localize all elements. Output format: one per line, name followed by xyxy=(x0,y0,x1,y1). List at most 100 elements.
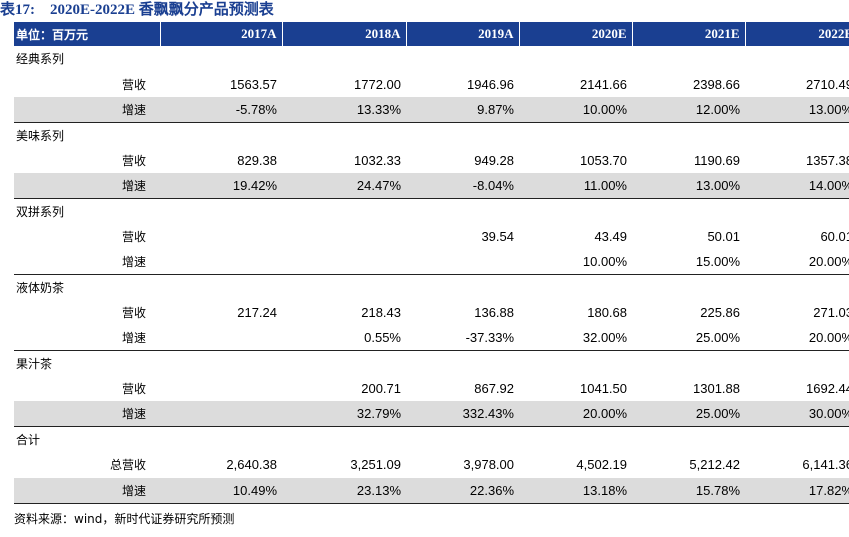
forecast-table: 单位：百万元 2017A 2018A 2019A 2020E 2021E 2022E 经典系列… xyxy=(14,22,849,504)
value-cell: 32.79% xyxy=(282,401,406,428)
value-cell xyxy=(160,249,282,276)
row-label: 营收 xyxy=(121,229,146,244)
value-cell: -8.04% xyxy=(406,172,519,199)
value-cell: 19.42% xyxy=(160,172,282,199)
section-name: 经典系列 xyxy=(16,52,65,67)
value-cell: 829.38 xyxy=(237,152,277,168)
value-cell: 11.00% xyxy=(519,172,632,199)
section-row: 合计 xyxy=(14,427,849,452)
value-cell: 1032.33 xyxy=(354,152,401,168)
value-cell: 0.55% xyxy=(282,325,406,352)
value-cell: 271.03 xyxy=(813,305,849,321)
value-cell: 2,640.38 xyxy=(226,457,277,473)
row-label: 增速 xyxy=(14,96,160,123)
value-cell: 2141.66 xyxy=(580,76,627,92)
value-cell xyxy=(160,224,282,249)
value-cell: 22.36% xyxy=(406,477,519,504)
value-cell: 30.00% xyxy=(745,401,849,428)
value-cell: 25.00% xyxy=(632,325,745,352)
row-label: 增速 xyxy=(14,325,160,352)
row-label: 总营收 xyxy=(109,458,146,473)
value-cell: 60.01 xyxy=(820,228,849,244)
column-header: 2020E xyxy=(518,22,632,46)
value-cell: 5,212.42 xyxy=(689,457,740,473)
value-cell: 225.86 xyxy=(700,305,740,321)
column-header: 2021E xyxy=(631,22,745,46)
table-title: 表17: 2020E-2022E 香飘飘分产品预测表 xyxy=(0,2,274,18)
value-cell: 4,502.19 xyxy=(576,457,627,473)
value-cell: 25.00% xyxy=(632,401,745,428)
value-cell xyxy=(282,224,406,249)
data-row: 营收 829.38 1032.33 949.28 1053.70 1190.69 1357.… xyxy=(14,148,849,173)
value-cell: 10.49% xyxy=(160,477,282,504)
value-cell: 2710.49 xyxy=(806,76,849,92)
value-cell: 43.49 xyxy=(594,228,627,244)
row-label: 增速 xyxy=(14,172,160,199)
value-cell: 17.82% xyxy=(745,477,849,504)
value-cell: 20.00% xyxy=(745,249,849,276)
value-cell: 9.87% xyxy=(406,96,519,123)
value-cell: 332.43% xyxy=(406,401,519,428)
header-row: 单位：百万元 2017A 2018A 2019A 2020E 2021E 2022E xyxy=(14,22,849,46)
section-row: 经典系列 xyxy=(14,46,849,71)
value-cell: 10.00% xyxy=(519,249,632,276)
value-cell: 24.47% xyxy=(282,172,406,199)
value-cell: 32.00% xyxy=(519,325,632,352)
data-row: 增速 10.49% 23.13% 22.36% 13.18% 15.78% 17.82% xyxy=(14,477,849,504)
value-cell xyxy=(160,376,282,401)
unit-label: 单位：百万元 xyxy=(14,22,160,46)
value-cell: 12.00% xyxy=(632,96,745,123)
table-wrap: 单位：百万元 2017A 2018A 2019A 2020E 2021E 2022E 经典系列… xyxy=(14,22,849,504)
data-row: 增速 -5.78% 13.33% 9.87% 10.00% 12.00% 13.00% xyxy=(14,96,849,123)
value-cell: 15.00% xyxy=(632,249,745,276)
value-cell xyxy=(282,249,406,276)
value-cell: 1772.00 xyxy=(354,76,401,92)
row-label: 增速 xyxy=(14,477,160,504)
data-row: 营收 200.71 867.92 1041.50 1301.88 1692.44 xyxy=(14,376,849,401)
value-cell: 218.43 xyxy=(361,305,401,321)
value-cell: 10.00% xyxy=(519,96,632,123)
value-cell: 20.00% xyxy=(745,325,849,352)
section-row: 美味系列 xyxy=(14,122,849,147)
value-cell: 6,141.36 xyxy=(802,457,849,473)
value-cell: 217.24 xyxy=(237,305,277,321)
value-cell: -5.78% xyxy=(160,96,282,123)
column-header: 2018A xyxy=(281,22,406,46)
source-note: 资料来源：wind，新时代证券研究所预测 xyxy=(14,512,235,526)
value-cell: 20.00% xyxy=(519,401,632,428)
value-cell: 867.92 xyxy=(474,381,514,397)
column-header: 2019A xyxy=(405,22,519,46)
data-row: 总营收 2,640.38 3,251.09 3,978.00 4,502.19 5,212… xyxy=(14,452,849,477)
value-cell: 50.01 xyxy=(707,228,740,244)
row-label: 增速 xyxy=(14,249,160,276)
value-cell: 39.54 xyxy=(481,228,514,244)
section-name: 液体奶茶 xyxy=(16,280,65,295)
value-cell: 949.28 xyxy=(474,152,514,168)
value-cell: 200.71 xyxy=(361,381,401,397)
value-cell: 13.33% xyxy=(282,96,406,123)
value-cell: -37.33% xyxy=(406,325,519,352)
value-cell: 1692.44 xyxy=(806,381,849,397)
value-cell: 23.13% xyxy=(282,477,406,504)
value-cell xyxy=(160,325,282,352)
data-row: 增速 19.42% 24.47% -8.04% 11.00% 13.00% 14.00% xyxy=(14,172,849,199)
column-header: 2022E xyxy=(744,22,849,46)
value-cell: 1041.50 xyxy=(580,381,627,397)
value-cell: 13.18% xyxy=(519,477,632,504)
value-cell: 1301.88 xyxy=(693,381,740,397)
column-header: 2017A xyxy=(159,22,282,46)
data-row: 营收 217.24 218.43 136.88 180.68 225.86 271.03 xyxy=(14,300,849,325)
value-cell: 1357.38 xyxy=(806,152,849,168)
row-label: 营收 xyxy=(121,382,146,397)
value-cell xyxy=(160,401,282,428)
value-cell: 3,978.00 xyxy=(463,457,514,473)
value-cell: 14.00% xyxy=(745,172,849,199)
row-label: 营收 xyxy=(121,153,146,168)
section-row: 果汁茶 xyxy=(14,351,849,376)
data-row: 增速 0.55% -37.33% 32.00% 25.00% 20.00% xyxy=(14,325,849,352)
data-row: 增速 32.79% 332.43% 20.00% 25.00% 30.00% xyxy=(14,401,849,428)
data-row: 增速 10.00% 15.00% 20.00% xyxy=(14,249,849,276)
section-row: 液体奶茶 xyxy=(14,275,849,300)
section-name: 美味系列 xyxy=(16,128,65,143)
